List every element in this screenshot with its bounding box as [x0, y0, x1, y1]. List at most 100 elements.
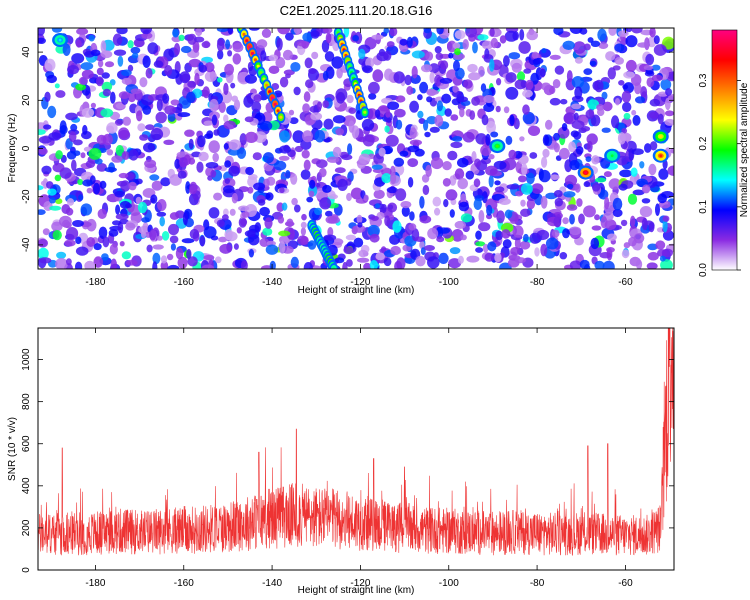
heatmap-cell: [414, 236, 426, 242]
heatmap-cell: [213, 192, 223, 201]
heatmap-cell: [150, 128, 164, 141]
heatmap-blob: [652, 148, 669, 163]
heatmap-cell: [275, 57, 286, 69]
colorbar: 0.0 0.1 0.2 0.3 Normalized spectral amplitu…: [698, 29, 750, 277]
heatmap-cell: [639, 206, 653, 218]
heatmap-cell: [482, 243, 489, 253]
heatmap-cell: [522, 104, 530, 115]
heatmap-cell: [434, 114, 444, 127]
heatmap-cell: [615, 98, 620, 106]
heatmap-cell: [421, 64, 433, 73]
heatmap-cell: [563, 191, 576, 198]
heatmap-cell: [348, 107, 357, 114]
y-tick: 20: [21, 94, 674, 106]
heatmap-cell: [38, 129, 46, 135]
heatmap-cell: [140, 28, 153, 35]
heatmap-cell: [465, 28, 477, 38]
heatmap-cell: [152, 252, 161, 265]
heatmap-cell: [465, 170, 474, 180]
heatmap-cell: [478, 222, 491, 232]
heatmap-cell: [635, 259, 643, 269]
heatmap-cell: [363, 262, 372, 269]
heatmap-cell: [335, 128, 345, 136]
heatmap-cell: [204, 62, 215, 73]
heatmap-cell: [484, 252, 495, 262]
heatmap-cell: [519, 29, 525, 41]
heatmap-cell: [205, 162, 219, 169]
heatmap-cell: [583, 68, 593, 75]
heatmap-x-ticks: -180 -160 -140 -120 -100 -80 -60: [85, 28, 633, 288]
heatmap-cell: [385, 134, 399, 147]
heatmap-cell: [509, 114, 515, 126]
heatmap-cell: [368, 81, 380, 94]
heatmap-cell: [358, 153, 371, 165]
heatmap-cell: [294, 145, 304, 153]
heatmap-cell: [614, 43, 625, 52]
heatmap-cell: [311, 51, 319, 60]
heatmap-cell: [660, 78, 672, 91]
heatmap-cell: [571, 76, 585, 89]
heatmap-cell: [426, 116, 438, 125]
heatmap-cell: [594, 260, 605, 269]
heatmap-cell: [260, 50, 267, 62]
heatmap-blob: [52, 33, 69, 48]
heatmap-cell: [248, 248, 254, 258]
heatmap-cell: [496, 78, 502, 86]
heatmap-cell: [427, 256, 440, 269]
y-tick: 0: [21, 567, 674, 573]
heatmap-cell: [66, 198, 75, 206]
snr-line-series: [38, 328, 674, 557]
heatmap-cell: [293, 86, 301, 96]
heatmap-cell: [630, 215, 636, 227]
streak-core: [270, 96, 274, 100]
heatmap-cell: [503, 55, 510, 67]
heatmap-cell: [571, 120, 585, 130]
heatmap-cell: [358, 48, 366, 60]
heatmap-cell: [240, 260, 248, 269]
heatmap-cell: [180, 45, 192, 54]
heatmap-cell: [531, 51, 539, 59]
heatmap-cell: [469, 110, 476, 120]
heatmap-cell: [305, 79, 314, 89]
heatmap-cell: [121, 77, 132, 85]
heatmap-cell: [156, 235, 163, 241]
heatmap-cell: [102, 88, 111, 97]
x-tick: -60: [618, 328, 633, 589]
heatmap-cell: [80, 203, 93, 216]
heatmap-cell: [392, 220, 402, 233]
heatmap-cell: [384, 68, 394, 81]
heatmap-cell: [383, 28, 390, 34]
heatmap-cell: [323, 234, 337, 241]
y-tick: 400: [21, 477, 674, 494]
heatmap-cell: [407, 145, 420, 153]
heatmap-cell: [462, 131, 475, 143]
heatmap-cell: [637, 42, 651, 48]
heatmap-cell: [189, 228, 200, 240]
heatmap-cell: [647, 251, 659, 261]
heatmap-cell: [569, 159, 580, 171]
heatmap-cell: [290, 62, 301, 72]
heatmap-cell: [213, 129, 220, 136]
heatmap-cell: [438, 227, 450, 234]
heatmap-cell: [545, 237, 559, 250]
heatmap-cell: [651, 64, 661, 71]
heatmap-cell: [66, 258, 72, 266]
heatmap-cell: [291, 197, 298, 206]
heatmap-cell: [664, 118, 674, 126]
heatmap-cell: [490, 131, 499, 138]
heatmap-cell: [49, 197, 56, 204]
heatmap-cell: [386, 41, 395, 48]
heatmap-cell: [102, 236, 110, 248]
heatmap-cell: [505, 72, 517, 83]
heatmap-cell: [322, 184, 332, 193]
heatmap-cell: [197, 135, 206, 148]
streak-core: [259, 71, 263, 75]
heatmap-cell: [236, 227, 242, 234]
heatmap-cell: [441, 93, 452, 104]
x-tick: -160: [174, 28, 194, 288]
heatmap-cell: [583, 205, 596, 218]
svg-text:-20: -20: [21, 189, 32, 204]
y-tick: 0: [21, 145, 674, 151]
heatmap-cell: [478, 210, 485, 223]
heatmap-cell: [193, 36, 205, 43]
